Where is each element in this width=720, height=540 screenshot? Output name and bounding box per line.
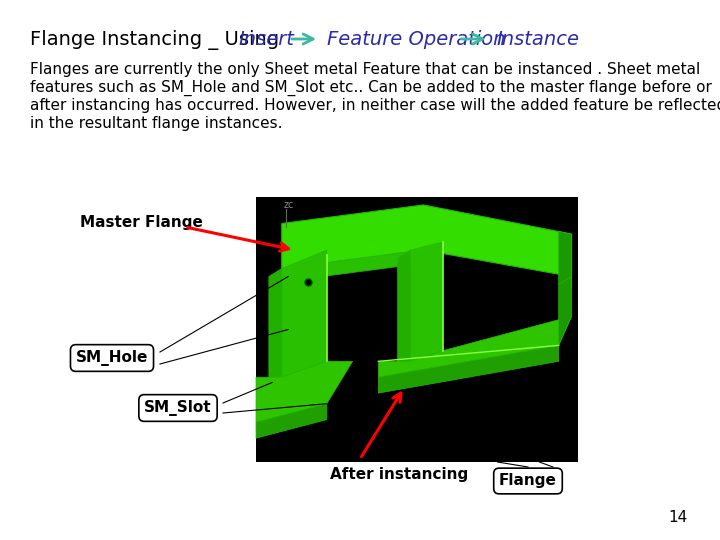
Text: Master Flange: Master Flange: [80, 214, 203, 230]
Text: SM_Slot: SM_Slot: [144, 400, 212, 416]
Polygon shape: [282, 205, 572, 276]
Text: Feature Operation: Feature Operation: [327, 30, 505, 49]
Text: features such as SM_Hole and SM_Slot etc.. Can be added to the master flange bef: features such as SM_Hole and SM_Slot etc…: [30, 80, 712, 96]
Text: Flange: Flange: [499, 474, 557, 489]
Polygon shape: [379, 346, 559, 393]
Text: zc: zc: [284, 200, 294, 210]
Text: Flange Instancing _ Using: Flange Instancing _ Using: [30, 30, 285, 50]
Text: 14: 14: [669, 510, 688, 525]
Polygon shape: [559, 276, 572, 346]
Polygon shape: [282, 250, 423, 282]
Text: After instancing: After instancing: [330, 467, 468, 482]
Polygon shape: [282, 250, 327, 377]
Text: Instance: Instance: [497, 30, 580, 49]
Polygon shape: [269, 268, 282, 388]
Polygon shape: [256, 404, 327, 438]
Text: Flanges are currently the only Sheet metal Feature that can be instanced . Sheet: Flanges are currently the only Sheet met…: [30, 62, 701, 77]
Bar: [256, 197, 578, 462]
Text: in the resultant flange instances.: in the resultant flange instances.: [30, 116, 282, 131]
Polygon shape: [410, 242, 443, 361]
Text: SM_Hole: SM_Hole: [76, 350, 148, 366]
Polygon shape: [397, 250, 410, 372]
Polygon shape: [256, 361, 353, 422]
Polygon shape: [379, 316, 572, 377]
Polygon shape: [559, 232, 572, 287]
Text: Insert: Insert: [238, 30, 294, 49]
Text: after instancing has occurred. However, in neither case will the added feature b: after instancing has occurred. However, …: [30, 98, 720, 113]
